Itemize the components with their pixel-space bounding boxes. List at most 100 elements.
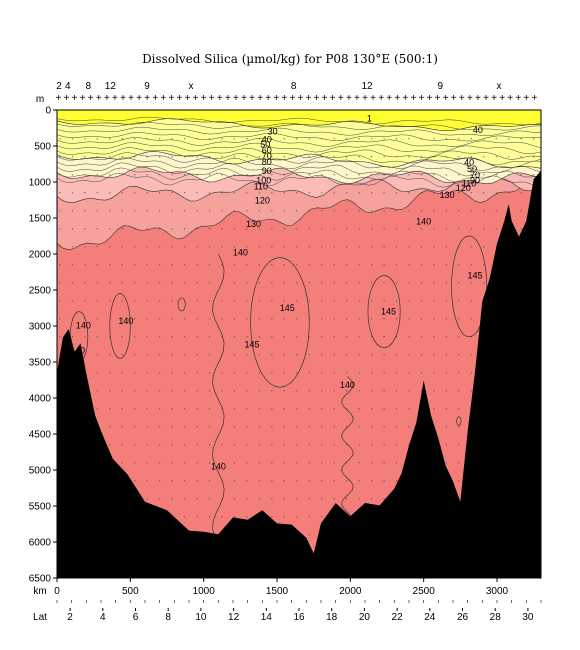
station-marker: + xyxy=(104,93,110,104)
sample-dot xyxy=(184,264,186,266)
sample-dot xyxy=(109,228,111,230)
sample-dot xyxy=(346,462,348,464)
sample-dot xyxy=(508,174,510,176)
sample-dot xyxy=(71,264,73,266)
sample-dot xyxy=(458,210,460,212)
sample-dot xyxy=(333,192,335,194)
sample-dot xyxy=(134,174,136,176)
sample-dot xyxy=(321,426,323,428)
sample-dot xyxy=(321,228,323,230)
sample-dot xyxy=(233,390,236,392)
sample-dot xyxy=(408,282,410,284)
sample-dot xyxy=(520,192,522,194)
sample-dot xyxy=(208,192,211,194)
sample-dot xyxy=(159,444,161,446)
sample-dot xyxy=(246,516,248,518)
sample-dot xyxy=(208,264,211,266)
sample-dot xyxy=(258,264,260,266)
sample-dot xyxy=(395,408,398,410)
station-marker: + xyxy=(451,93,457,104)
sample-dot xyxy=(233,264,236,266)
sample-dot xyxy=(258,354,260,356)
sample-dot xyxy=(109,246,111,248)
sample-dot xyxy=(146,282,148,284)
sample-dot xyxy=(171,336,173,338)
y-tick-label: 1500 xyxy=(29,214,52,225)
sample-dot xyxy=(246,390,248,392)
sample-dot xyxy=(146,444,148,446)
sample-dot xyxy=(121,408,123,410)
sample-dot xyxy=(258,228,260,230)
sample-dot xyxy=(246,210,248,212)
station-marker: + xyxy=(128,93,134,104)
sample-dot xyxy=(159,462,161,464)
sample-dot xyxy=(221,210,223,212)
sample-dot xyxy=(84,210,86,212)
sample-dot xyxy=(308,480,310,482)
sample-dot xyxy=(258,210,260,212)
sample-dot xyxy=(184,246,186,248)
sample-dot xyxy=(109,444,111,446)
sample-dot xyxy=(208,210,211,212)
sample-dot xyxy=(208,426,211,428)
station-label: 8 xyxy=(291,81,297,92)
sample-dot xyxy=(184,444,186,446)
sample-dot xyxy=(233,516,236,518)
sample-dot xyxy=(383,372,385,374)
sample-dot xyxy=(271,372,273,374)
sample-dot xyxy=(159,264,161,266)
sample-dot xyxy=(358,480,360,482)
sample-dot xyxy=(283,480,285,482)
sample-dot xyxy=(146,228,148,230)
sample-dot xyxy=(383,174,385,176)
lat-tick-label: 8 xyxy=(165,612,171,623)
sample-dot xyxy=(395,300,398,302)
x-tick-label: 0 xyxy=(54,586,60,597)
sample-dot xyxy=(171,354,173,356)
sample-dot xyxy=(221,372,223,374)
sample-dot xyxy=(184,408,186,410)
sample-dot xyxy=(283,138,285,140)
sample-dot xyxy=(109,318,111,320)
sample-dot xyxy=(221,516,223,518)
contour-145-loop xyxy=(250,257,310,388)
sample-dot xyxy=(271,174,273,176)
sample-dot xyxy=(445,210,447,212)
sample-dot xyxy=(321,318,323,320)
sample-dot xyxy=(470,390,472,392)
contour-label: 140 xyxy=(211,461,226,471)
sample-dot xyxy=(346,246,348,248)
station-marker: + xyxy=(491,93,497,104)
sample-dot xyxy=(333,228,335,230)
sample-dot xyxy=(221,300,223,302)
sample-dot xyxy=(121,354,123,356)
sample-dot xyxy=(383,390,385,392)
sample-dot xyxy=(346,390,348,392)
sample-dot xyxy=(159,228,161,230)
station-marker: + xyxy=(507,93,513,104)
y-tick-label: 0 xyxy=(45,106,51,117)
sample-dot xyxy=(458,336,460,338)
sample-dot xyxy=(196,318,198,320)
sample-dot xyxy=(84,246,86,248)
sample-dot xyxy=(246,300,248,302)
sample-dot xyxy=(246,156,248,158)
sample-dot xyxy=(308,300,310,302)
sample-dot xyxy=(283,300,285,302)
sample-dot xyxy=(520,228,522,230)
station-marker: + xyxy=(443,93,449,104)
sample-dot xyxy=(420,156,423,158)
sample-dot xyxy=(121,228,123,230)
sample-dot xyxy=(296,210,298,212)
sample-dot xyxy=(171,282,173,284)
sample-dot xyxy=(308,246,310,248)
sample-dot xyxy=(395,282,398,284)
sample-dot xyxy=(283,246,285,248)
sample-dot xyxy=(296,192,298,194)
sample-dot xyxy=(395,318,398,320)
sample-dot xyxy=(184,138,186,140)
sample-dot xyxy=(346,318,348,320)
sample-dot xyxy=(395,480,398,482)
station-marker: + xyxy=(217,93,223,104)
sample-dot xyxy=(371,354,373,356)
